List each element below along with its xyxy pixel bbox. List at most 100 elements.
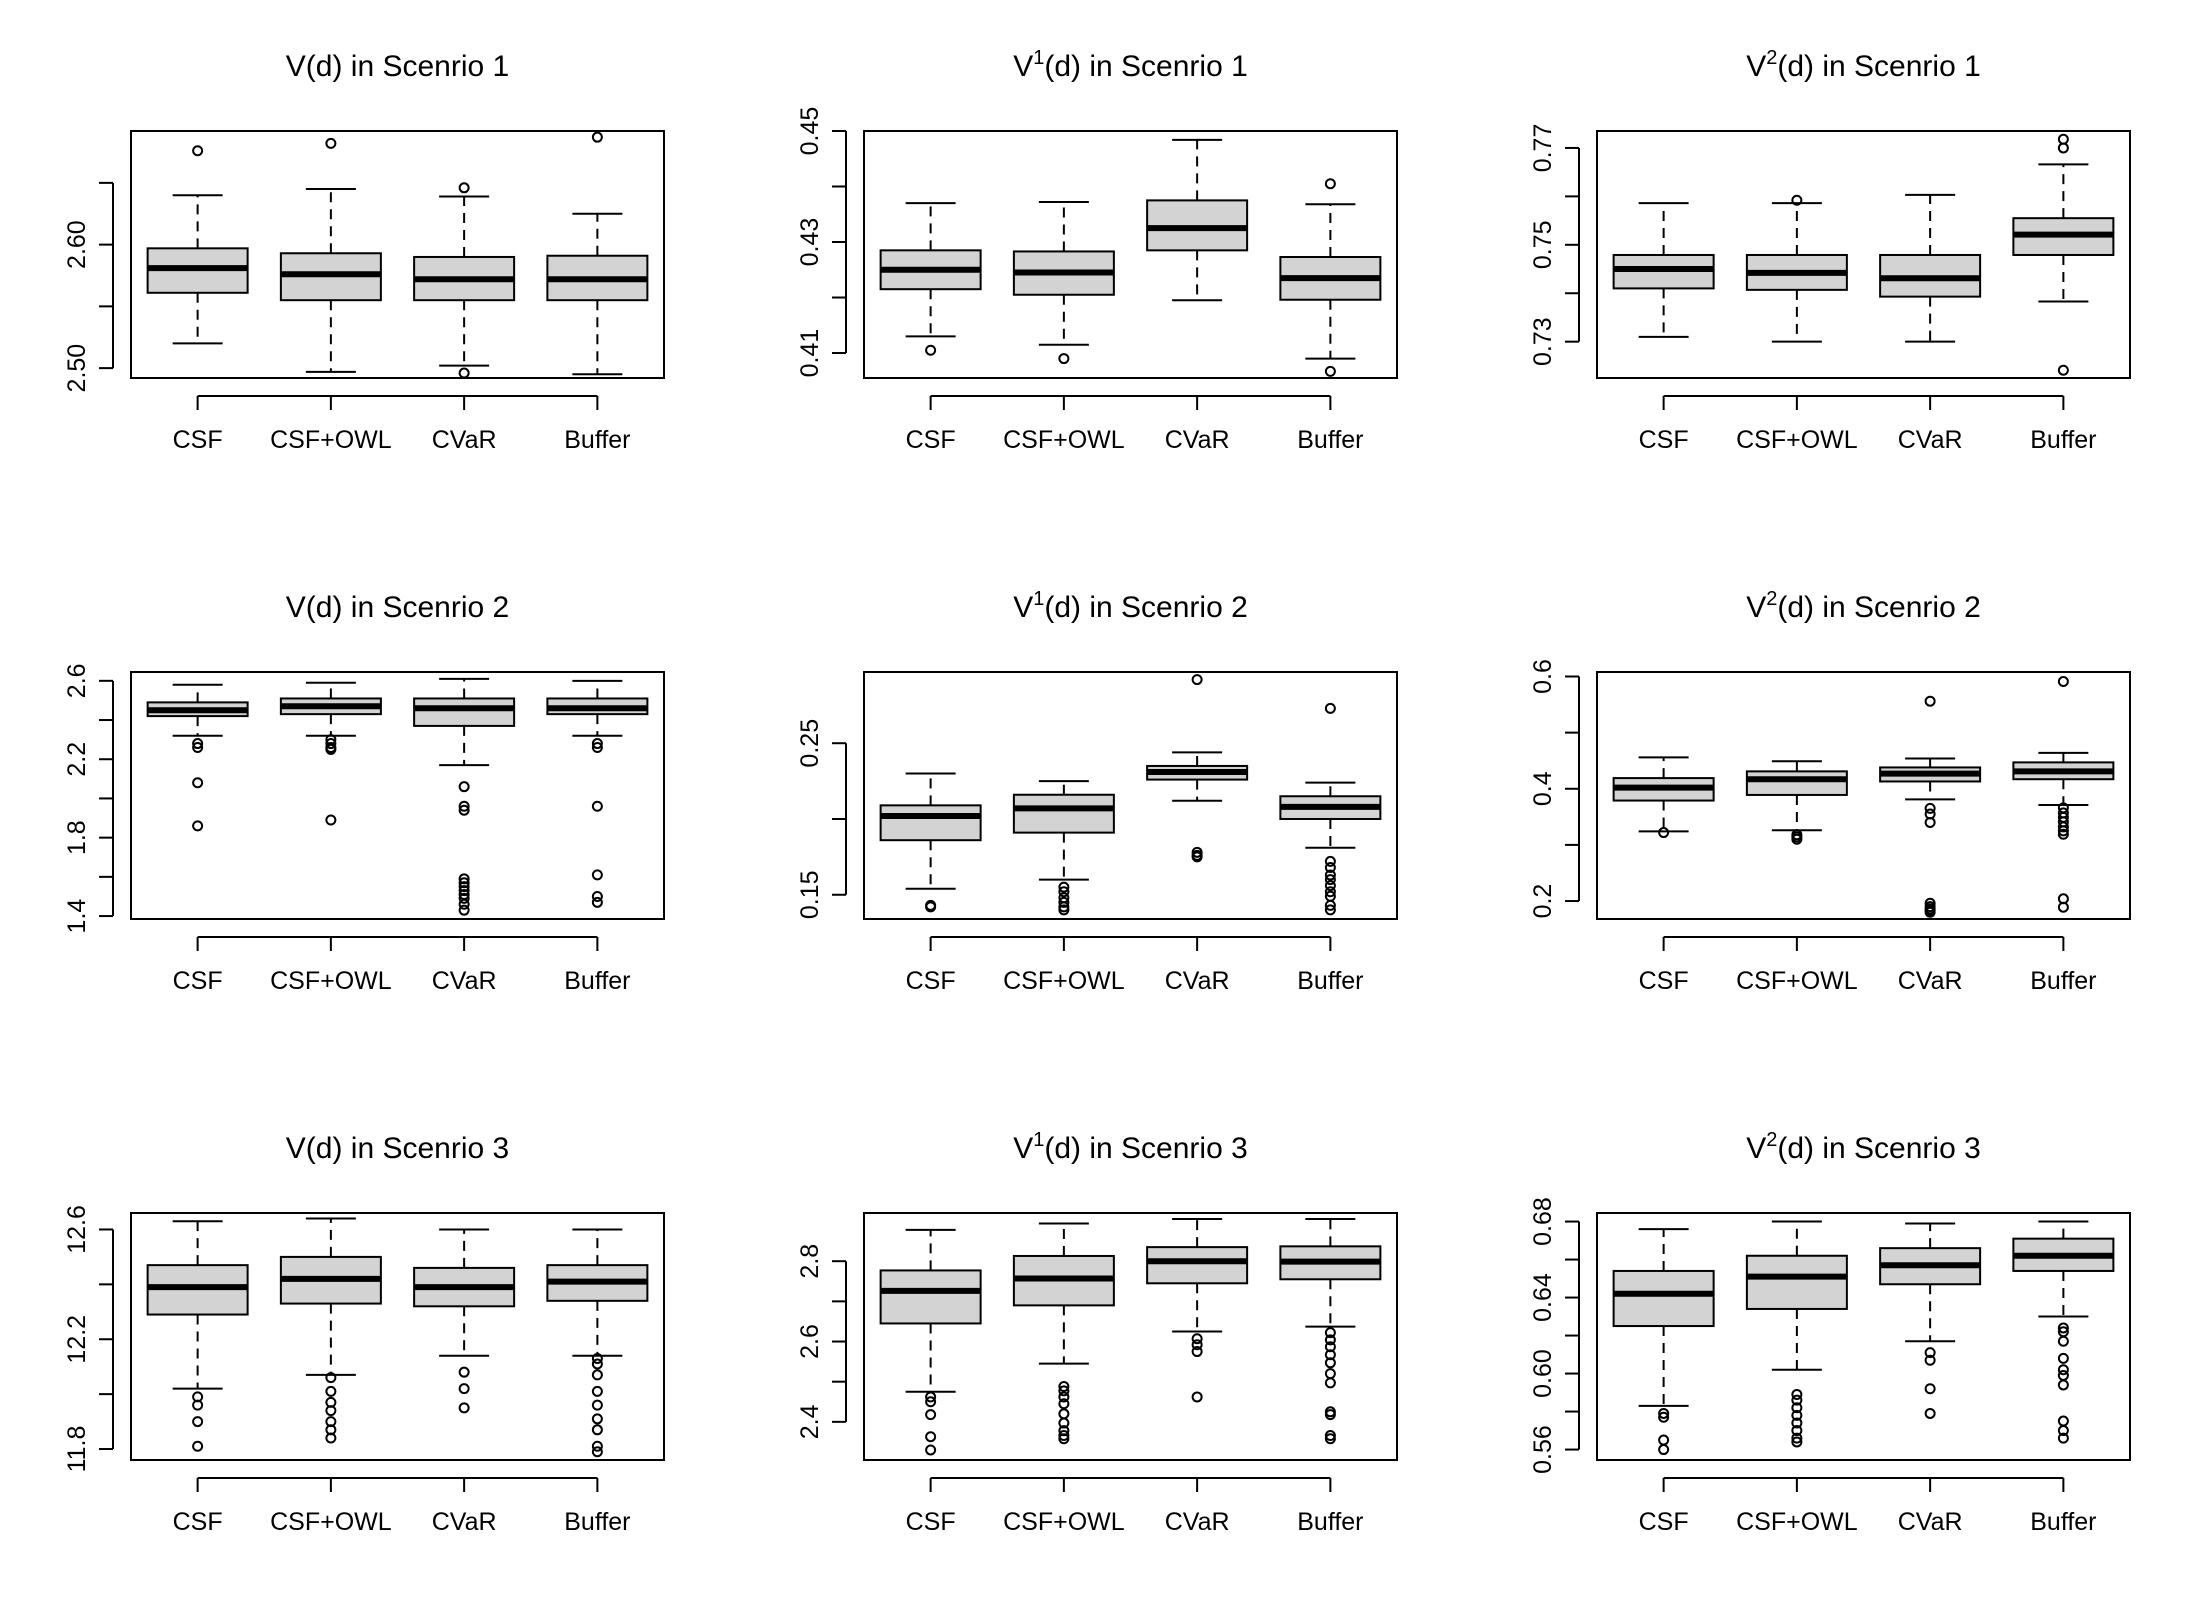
outlier-point: [458, 800, 470, 812]
y-tick-label: 0.68: [1529, 1197, 1557, 1246]
outlier-point: [1191, 851, 1203, 863]
outlier-point: [1058, 1391, 1070, 1403]
y-tick-label: 0.60: [1529, 1349, 1557, 1398]
outlier-point: [1058, 1417, 1070, 1429]
title-rest: (d) in Scenrio 1: [1044, 50, 1247, 83]
iqr-box: [1012, 793, 1115, 834]
outlier-point: [1324, 178, 1336, 190]
title-main: V: [1746, 50, 1766, 83]
box-cvar: [413, 1228, 516, 1414]
box-csf-owl: [1012, 201, 1115, 365]
box-cvar: [1879, 193, 1982, 343]
panel-title: V1(d) in Scenrio 3: [1013, 1129, 1248, 1165]
outlier-point: [325, 1385, 337, 1397]
title-rest: (d) in Scenrio 3: [1044, 1132, 1247, 1165]
outlier-point: [2057, 828, 2069, 840]
outlier-point: [1324, 1433, 1336, 1445]
outlier-point: [1058, 881, 1070, 893]
box-cvar: [1146, 674, 1249, 863]
box-csf: [1612, 1228, 1715, 1456]
title-rest: (d) in Scenrio 2: [306, 591, 509, 624]
iqr-box: [1146, 1246, 1249, 1285]
outlier-point: [925, 901, 937, 913]
outlier-point: [458, 885, 470, 897]
outlier-point: [1924, 1407, 1936, 1419]
title-main: V: [1013, 50, 1033, 83]
iqr-box: [879, 1269, 982, 1325]
outlier-point: [1191, 1346, 1203, 1358]
title-superscript: 2: [1766, 47, 1777, 69]
box-buffer: [1279, 702, 1382, 916]
outlier-point: [1058, 353, 1070, 365]
box-csf: [879, 202, 982, 356]
outlier-point: [1058, 1433, 1070, 1445]
outlier-point: [1324, 1409, 1336, 1421]
title-main: V: [286, 50, 306, 83]
box-csf-owl: [279, 681, 382, 826]
x-tick-label: Buffer: [1297, 967, 1363, 995]
title-rest: (d) in Scenrio 3: [1777, 1132, 1980, 1165]
y-tick-label: 2.4: [796, 1404, 824, 1439]
outlier-point: [192, 1440, 204, 1452]
outlier-point: [1658, 1407, 1670, 1419]
y-tick-label: 2.6: [63, 663, 91, 698]
title-superscript: 2: [1766, 1129, 1777, 1151]
outlier-point: [1324, 1334, 1336, 1346]
outlier-point: [1058, 904, 1070, 916]
x-tick-label: CSF+OWL: [270, 1508, 392, 1536]
y-tick-label: 0.2: [1529, 884, 1557, 919]
outlier-point: [925, 1431, 937, 1443]
outlier-point: [1324, 874, 1336, 886]
box-csf-owl: [279, 137, 382, 373]
outlier-point: [925, 1444, 937, 1456]
outlier-point: [2057, 1369, 2069, 1381]
outlier-point: [1924, 1383, 1936, 1395]
outlier-point: [591, 738, 603, 750]
panel-title: V2(d) in Scenrio 2: [1746, 588, 1981, 624]
outlier-point: [1791, 1417, 1803, 1429]
box-buffer: [2012, 676, 2115, 913]
y-tick-label: 0.64: [1529, 1273, 1557, 1322]
x-tick-label: CVaR: [1165, 967, 1230, 995]
x-tick-label: CSF: [1639, 967, 1689, 995]
x-tick-label: Buffer: [564, 1508, 630, 1536]
outlier-point: [1658, 1444, 1670, 1456]
y-tick-label: 12.2: [63, 1315, 91, 1364]
outlier-point: [1791, 1394, 1803, 1406]
title-rest: (d) in Scenrio 3: [306, 1132, 509, 1165]
outlier-point: [1324, 861, 1336, 873]
x-tick-label: Buffer: [1297, 426, 1363, 454]
outlier-point: [2057, 1425, 2069, 1437]
outlier-point: [591, 869, 603, 881]
y-tick-label: 12.6: [63, 1205, 91, 1254]
outlier-point: [1791, 1425, 1803, 1437]
outlier-point: [325, 738, 337, 750]
y-tick-label: 0.41: [796, 329, 824, 378]
outlier-point: [1191, 674, 1203, 686]
outlier-point: [591, 890, 603, 902]
x-tick-label: CSF+OWL: [1003, 967, 1125, 995]
outlier-point: [1324, 886, 1336, 898]
outlier-point: [1191, 1339, 1203, 1351]
outlier-point: [591, 1424, 603, 1436]
x-tick-label: CVaR: [1898, 1508, 1963, 1536]
outlier-point: [1658, 827, 1670, 839]
x-tick-label: Buffer: [564, 426, 630, 454]
outlier-point: [1924, 802, 1936, 814]
box-csf: [879, 772, 982, 913]
panel-6: V2(d) in Scenrio 2 0.2 0.4 0.6 CSF CSF+OWL CVa…: [1529, 588, 2131, 995]
outlier-point: [1324, 1430, 1336, 1442]
x-tick-label: Buffer: [2030, 426, 2096, 454]
plot-frame: [130, 130, 665, 379]
outlier-point: [1058, 886, 1070, 898]
outlier-point: [1191, 1333, 1203, 1345]
outlier-point: [591, 1352, 603, 1364]
title-rest: (d) in Scenrio 1: [1777, 50, 1980, 83]
box-csf-owl: [1012, 1222, 1115, 1445]
panel-title: V1(d) in Scenrio 1: [1013, 47, 1248, 83]
outlier-point: [2057, 821, 2069, 833]
y-tick-label: 11.8: [63, 1426, 91, 1473]
outlier-point: [2057, 1335, 2069, 1347]
y-tick-label: 0.77: [1529, 124, 1557, 173]
outlier-point: [1791, 1388, 1803, 1400]
